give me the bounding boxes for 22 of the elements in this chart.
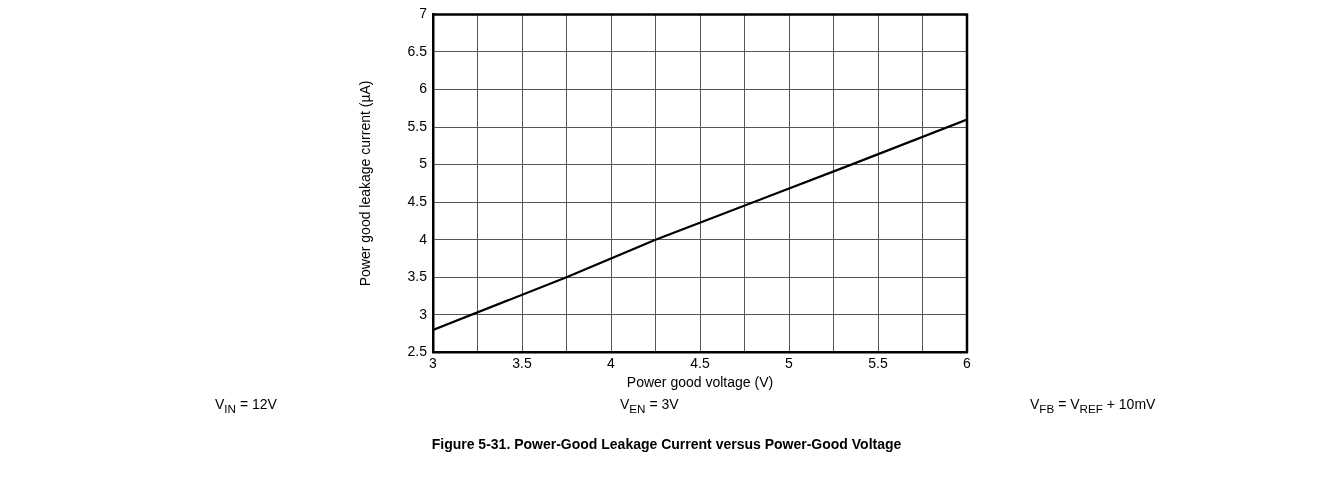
x-axis-title: Power good voltage (V) — [626, 374, 774, 391]
x-tick-label: 6 — [963, 354, 972, 371]
y-tick-label: 5.5 — [407, 117, 428, 134]
y-axis-title: Power good leakage current (µA) — [357, 80, 374, 287]
y-tick-label: 5 — [419, 155, 428, 172]
y-tick-label: 4 — [419, 230, 428, 247]
y-tick-label: 3.5 — [407, 268, 428, 285]
x-tick-label: 3.5 — [512, 354, 532, 371]
x-tick-label: 4 — [607, 354, 616, 371]
x-tick-label: 4.5 — [690, 354, 710, 371]
y-tick-label: 4.5 — [407, 193, 428, 210]
y-tick-label: 2.5 — [407, 343, 428, 360]
y-tick-label: 6 — [419, 80, 428, 97]
x-tick-label: 5.5 — [868, 354, 888, 371]
text: V$_{IN}$ = 12V — [215, 396, 277, 415]
text: Figure 5-31. Power-Good Leakage Current versus Power-Good Voltage — [430, 436, 903, 452]
text: V$_{FB}$ = V$_{REF}$ + 10mV — [1030, 396, 1156, 415]
y-tick-label: 3 — [419, 305, 428, 322]
y-tick-label: 6.5 — [407, 42, 428, 59]
y-tick-label: 7 — [419, 5, 428, 22]
x-tick-label: 5 — [785, 354, 794, 371]
text: V$_{EN}$ = 3V — [620, 396, 679, 415]
